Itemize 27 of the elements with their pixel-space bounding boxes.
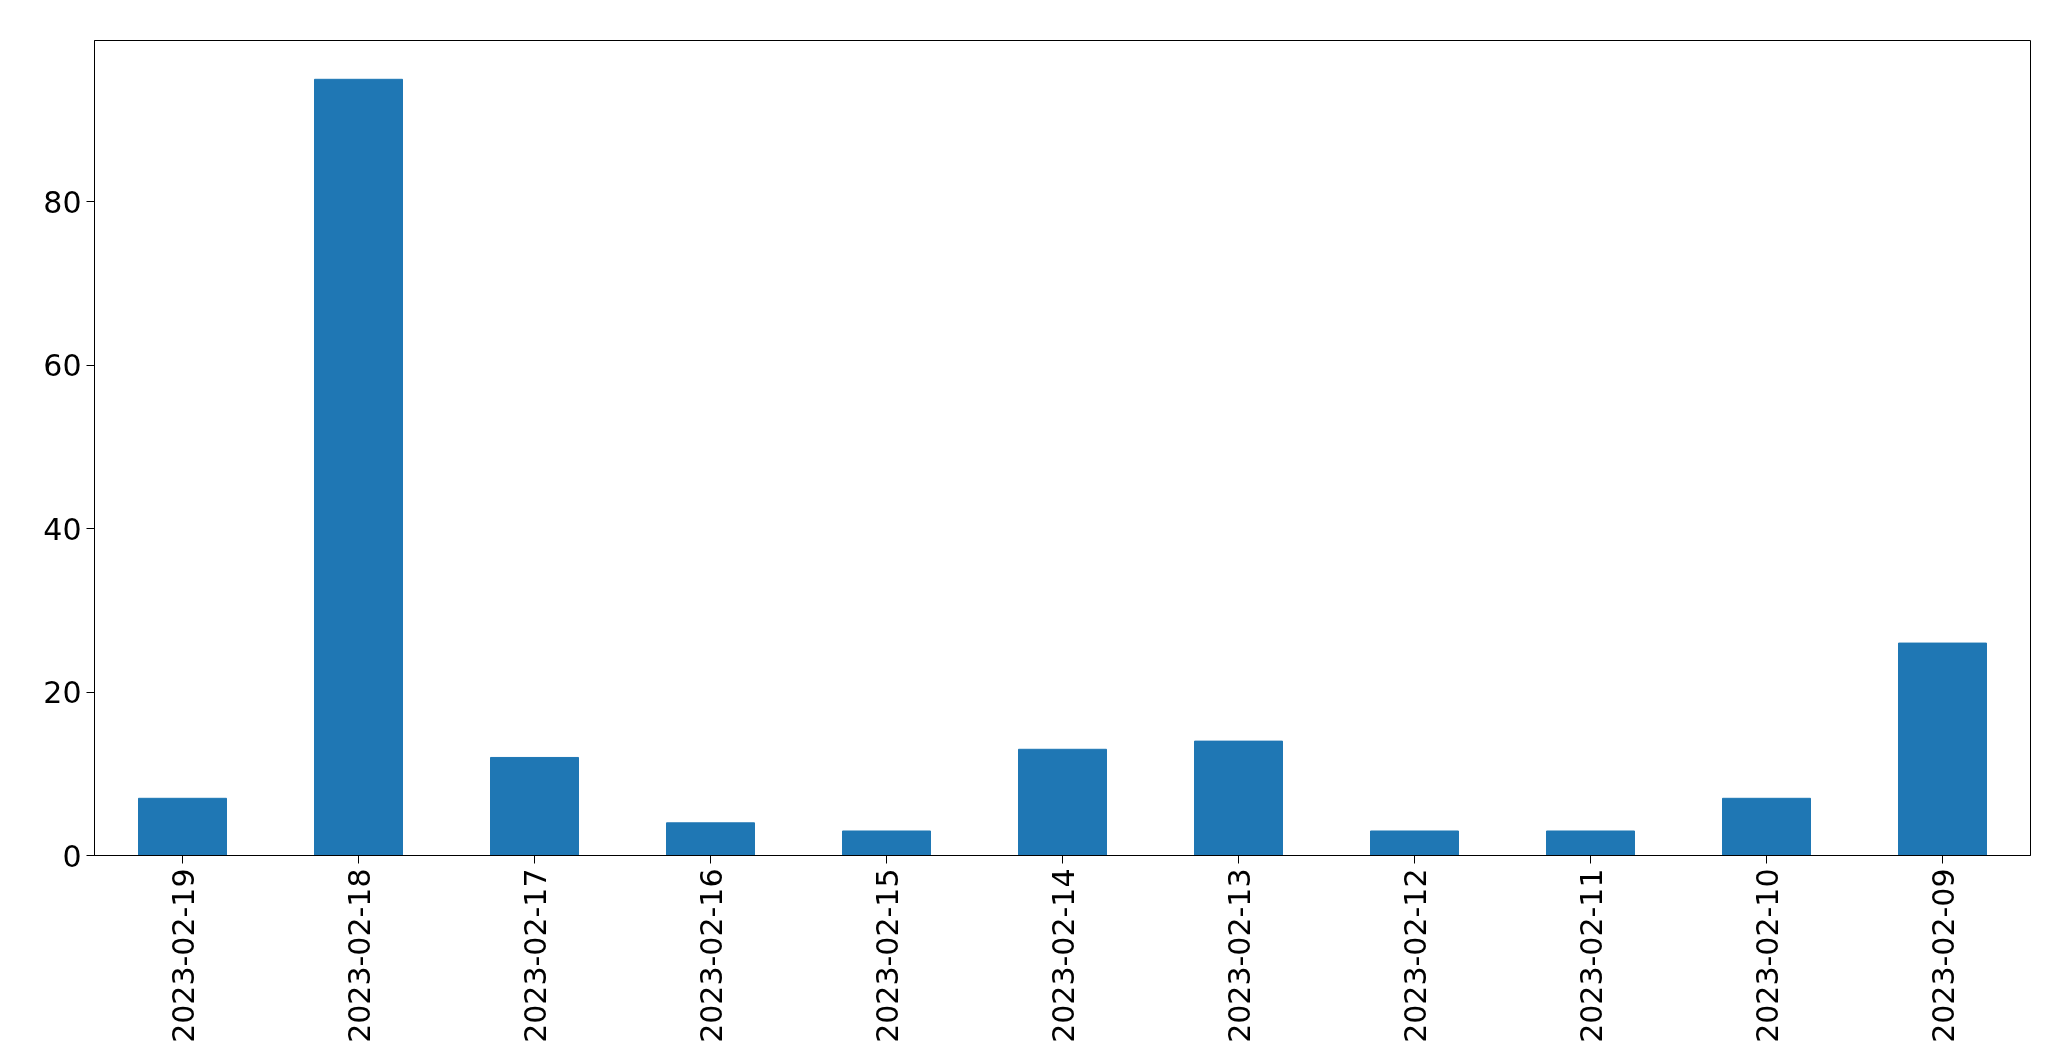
x-tick-label: 2023-02-17 <box>517 868 553 1043</box>
bar <box>666 822 755 856</box>
bar <box>314 78 403 856</box>
bar <box>1546 830 1635 856</box>
x-tick-label: 2023-02-15 <box>869 868 905 1043</box>
y-tick-label: 0 <box>62 838 82 874</box>
x-tick-label: 2023-02-19 <box>165 868 201 1043</box>
bar <box>1194 740 1283 856</box>
bar <box>1722 797 1811 856</box>
y-tick-label: 60 <box>43 348 82 384</box>
x-tick-label: 2023-02-16 <box>693 868 729 1043</box>
bar <box>1898 642 1987 856</box>
y-tick-label: 20 <box>43 675 82 711</box>
bar <box>1018 748 1107 856</box>
x-tick-label: 2023-02-11 <box>1573 868 1609 1043</box>
bar <box>842 830 931 856</box>
bar <box>1370 830 1459 856</box>
x-tick-label: 2023-02-13 <box>1221 868 1257 1043</box>
y-tick-label: 40 <box>43 511 82 547</box>
bar <box>138 797 227 856</box>
x-tick-label: 2023-02-18 <box>341 868 377 1043</box>
bar <box>490 756 579 856</box>
x-tick-label: 2023-02-10 <box>1749 868 1785 1043</box>
y-tick-label: 80 <box>43 184 82 220</box>
x-tick-label: 2023-02-14 <box>1045 868 1081 1043</box>
x-tick-label: 2023-02-12 <box>1397 868 1433 1043</box>
x-tick-label: 2023-02-09 <box>1925 868 1961 1043</box>
